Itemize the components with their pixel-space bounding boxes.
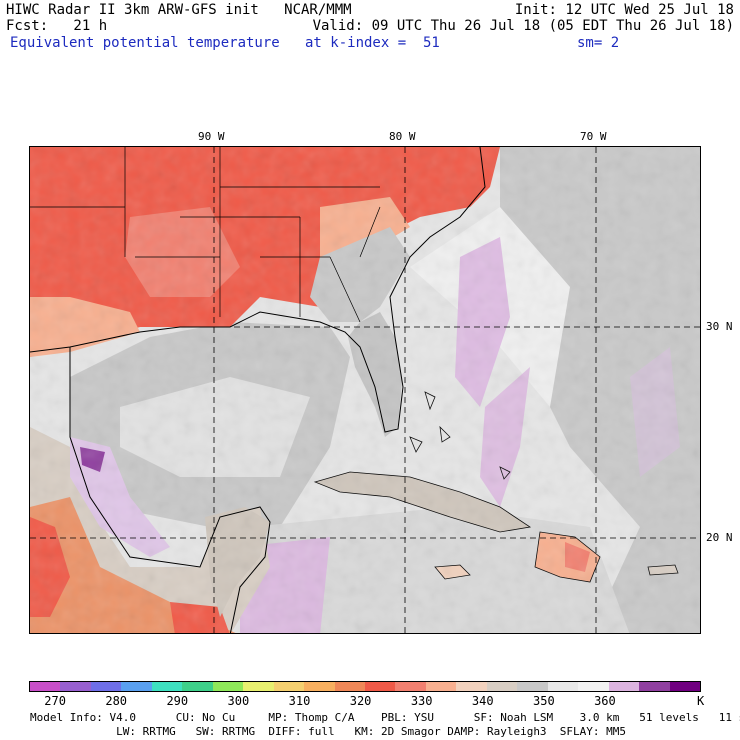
colorbar-swatch [669,682,700,691]
colorbar-label: 350 [533,694,555,708]
colorbar-label: 300 [227,694,250,708]
colorbar [29,681,701,692]
valid-time: Valid: 09 UTC Thu 26 Jul 18 (05 EDT Thu … [312,18,734,34]
colorbar-swatch [334,682,365,691]
colorbar-label: 360 [594,694,616,708]
mexico-coastline [69,347,271,633]
colorbar-swatch [90,682,122,691]
colorbar-label: 290 [166,694,189,708]
colorbar-swatch [151,682,183,691]
colorbar-swatch [273,682,305,691]
lat-label-20n: 20 N [706,531,733,544]
colorbar-swatch [212,682,244,691]
colorbar-swatch [578,682,609,691]
colorbar-swatch [364,682,396,691]
smoothing-label: sm= 2 [577,35,620,51]
level-label: at k-index = 51 [305,35,440,51]
map-panel [29,146,701,634]
colorbar-swatch [425,682,457,691]
colorbar-unit: K [697,694,705,708]
colorbar-swatch [639,682,670,691]
colorbar-swatch [547,682,579,691]
colorbar-swatch [30,682,61,691]
colorbar-swatch [608,682,640,691]
colorbar-swatch [486,682,518,691]
colorbar-label: 310 [288,694,311,708]
colorbar-swatch [121,682,152,691]
colorbar-label: 270 [44,694,66,708]
colorbar-label: 320 [349,694,372,708]
colorbar-swatch [395,682,426,691]
colorbar-swatch [182,682,213,691]
lon-label-90w: 90 W [198,130,225,143]
title-line: HIWC Radar II 3km ARW-GFS init NCAR/MMM [6,2,352,18]
forecast-hour: Fcst: 21 h [6,18,108,34]
state-borders [30,147,381,323]
colorbar-swatch [243,682,274,691]
colorbar-swatch [60,682,91,691]
lon-label-70w: 70 W [580,130,607,143]
colorbar-label: 340 [471,694,494,708]
theta-e-field [30,147,700,633]
lon-label-80w: 80 W [389,130,416,143]
model-info: Model Info: V4.0 CU: No Cu MP: Thomp C/A… [30,711,740,724]
lat-label-30n: 30 N [706,320,733,333]
colorbar-label: 280 [105,694,128,708]
colorbar-label: 330 [410,694,433,708]
us-coastline [30,147,486,433]
colorbar-swatch [456,682,487,691]
field-name: Equivalent potential temperature [10,35,280,51]
colorbar-swatch [304,682,335,691]
model-physics: LW: RRTMG SW: RRTMG DIFF: full KM: 2D Sm… [30,725,627,738]
texture-overlay [30,147,700,633]
colorbar-swatch [517,682,548,691]
init-time: Init: 12 UTC Wed 25 Jul 18 [514,2,734,18]
